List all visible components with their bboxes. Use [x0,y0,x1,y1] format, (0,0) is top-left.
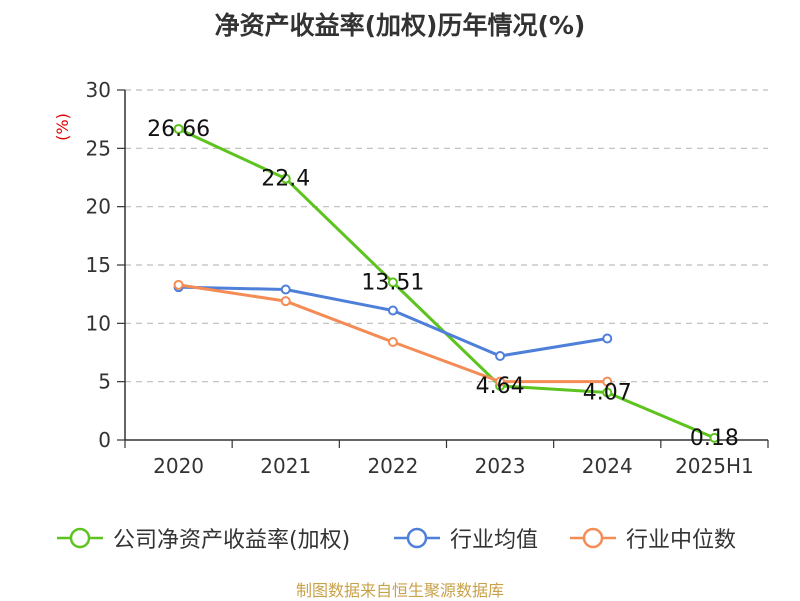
data-point[interactable] [280,284,291,295]
data-point[interactable] [602,387,613,398]
data-point[interactable] [602,376,613,387]
legend-label: 行业均值 [450,528,539,553]
data-point[interactable] [173,279,184,290]
legend-label: 行业中位数 [626,528,737,553]
x-tick-label: 2020 [153,454,204,478]
legend-marker-icon [570,527,616,549]
data-label: 4.64 [476,374,525,399]
y-tick-label: 5 [98,370,111,394]
x-tick-label: 2025H1 [675,454,754,478]
y-tick-label: 10 [86,311,111,335]
y-tick-label: 15 [86,253,111,277]
data-label: 13.51 [361,270,424,295]
data-label: 0.18 [690,426,739,451]
legend-marker-icon [394,527,440,549]
y-tick-label: 30 [86,78,111,102]
axes: 0 5 10 15 20 25 30 2020 2021 2022 2023 2024 2025H1 [86,78,769,478]
series-line [177,127,716,440]
data-point[interactable] [280,173,291,184]
data-label: 26.66 [147,117,210,142]
data-point[interactable] [173,123,184,134]
x-tick-label: 2023 [475,454,526,478]
data-point[interactable] [495,351,506,361]
series-line [178,283,608,384]
data-point[interactable] [602,333,613,344]
series-lines [173,123,720,443]
data-point[interactable] [387,277,398,288]
data-label: 4.07 [583,381,632,406]
source-footer: 制图数据来自恒生聚源数据库 [295,581,504,600]
data-point[interactable] [280,296,291,307]
chart-title: 净资产收益率(加权)历年情况(%) [214,11,586,40]
data-point[interactable] [387,337,398,347]
y-tick-label: 25 [86,136,111,160]
legend: 公司净资产收益率(加权) 行业均值 行业中位数 [0,520,800,556]
legend-item-industry-median[interactable]: 行业中位数 [568,520,736,556]
legend-label: 公司净资产收益率(加权) [113,528,351,553]
y-tick-label: 20 [86,195,111,219]
data-label: 22.4 [261,167,310,192]
y-axis-label: (%) [53,113,72,141]
data-point[interactable] [495,376,506,387]
legend-marker-icon [57,527,103,549]
data-labels: 26.66 22.4 13.51 4.64 4.07 0.18 [147,117,739,451]
x-tick-label: 2024 [582,454,633,478]
x-tick-label: 2022 [367,454,418,478]
legend-item-company-roe[interactable]: 公司净资产收益率(加权) [55,520,350,556]
x-tick-label: 2021 [260,454,311,478]
grid [125,89,768,383]
legend-item-industry-mean[interactable]: 行业均值 [392,520,538,556]
y-tick-label: 0 [98,428,111,452]
data-point[interactable] [387,305,398,316]
data-point[interactable] [709,432,720,443]
